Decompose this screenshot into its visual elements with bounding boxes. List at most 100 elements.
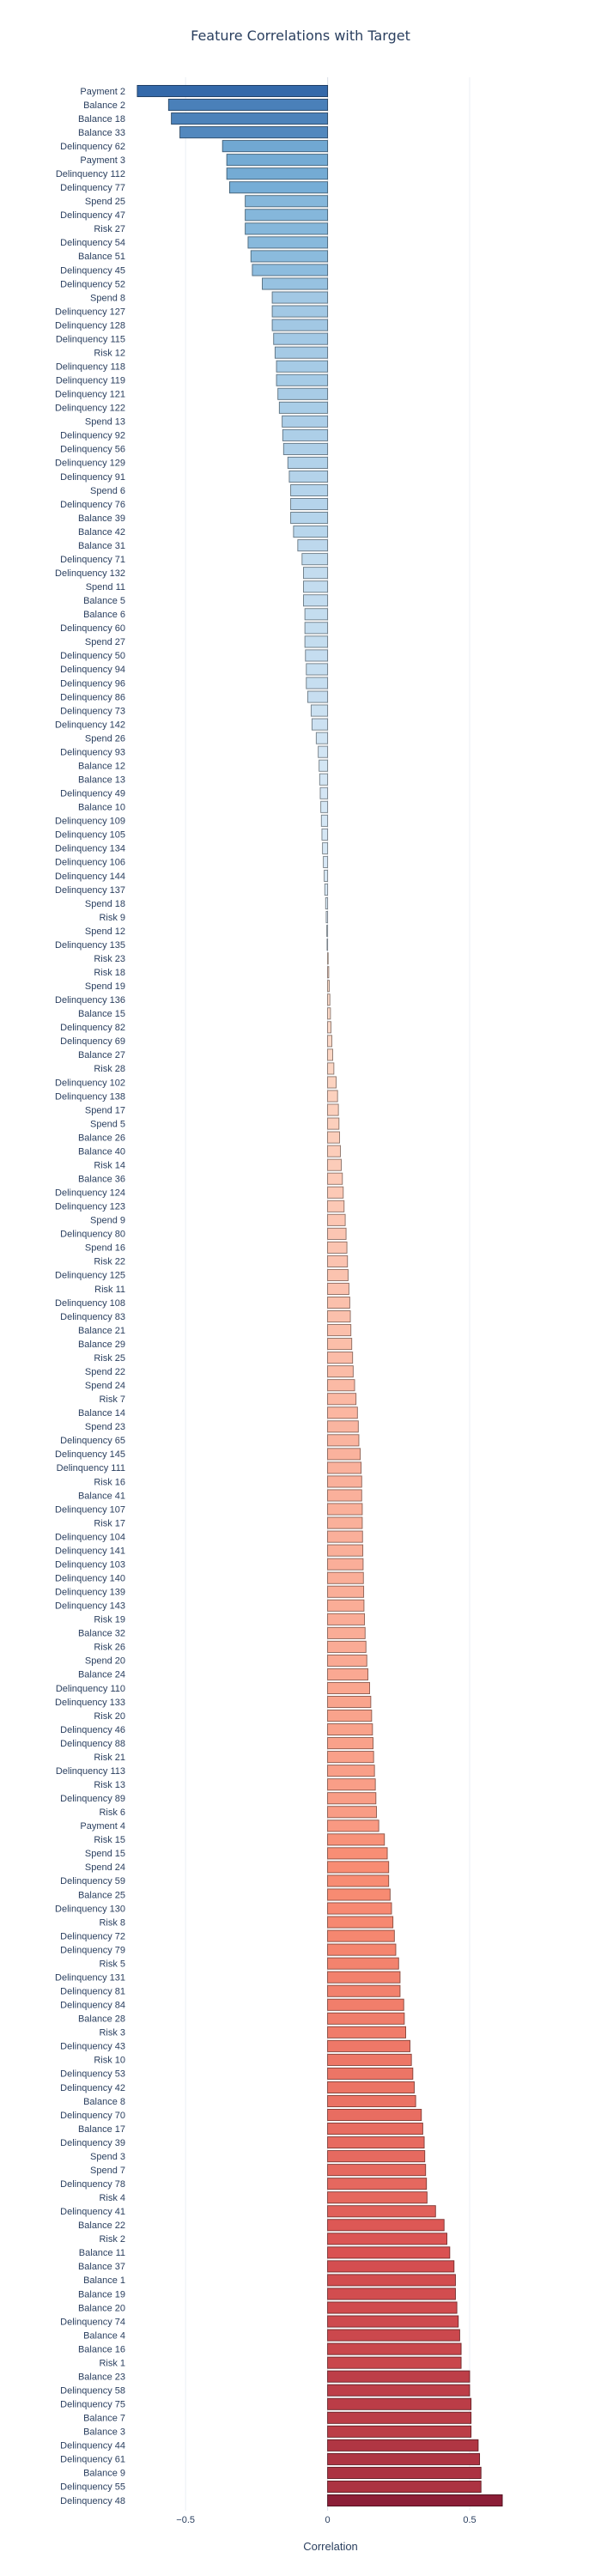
- bar: [277, 387, 329, 400]
- y-tick-label: Spend 27: [85, 637, 125, 647]
- bar: [327, 1076, 337, 1089]
- y-tick-label: Balance 7: [83, 2414, 125, 2424]
- bar: [327, 1695, 372, 1709]
- y-tick-label: Balance 8: [83, 2097, 125, 2107]
- y-tick-label: Delinquency 135: [55, 940, 125, 951]
- bar: [327, 2274, 456, 2287]
- y-tick-label: Balance 17: [78, 2124, 125, 2135]
- bar: [327, 1379, 355, 1392]
- bar: [327, 1737, 373, 1750]
- bar: [323, 855, 329, 868]
- bar: [327, 966, 330, 979]
- y-tick-label: Risk 3: [99, 2028, 125, 2038]
- y-tick-label: Spend 23: [85, 1422, 125, 1432]
- y-tick-label: Delinquency 132: [55, 568, 125, 579]
- bar: [327, 1090, 338, 1103]
- y-tick-label: Payment 4: [80, 1821, 125, 1832]
- y-tick-label: Delinquency 136: [55, 995, 125, 1005]
- bar: [319, 787, 329, 799]
- bar: [327, 1255, 349, 1267]
- bar: [327, 1957, 399, 1970]
- y-tick-label: Spend 19: [85, 981, 125, 992]
- y-tick-label: Delinquency 65: [60, 1436, 125, 1446]
- bar: [327, 2233, 447, 2245]
- y-tick-label: Balance 24: [78, 1670, 125, 1680]
- y-tick-label: Balance 23: [78, 2372, 125, 2382]
- y-tick-label: Delinquency 58: [60, 2386, 125, 2397]
- bar: [327, 1227, 347, 1240]
- bar: [315, 732, 329, 744]
- bar: [327, 1613, 366, 1625]
- y-tick-label: Delinquency 122: [55, 404, 125, 414]
- y-tick-label: Spend 8: [90, 293, 125, 303]
- bar: [327, 1516, 363, 1529]
- y-tick-label: Delinquency 93: [60, 747, 125, 757]
- y-tick-label: Delinquency 143: [55, 1601, 125, 1612]
- bar: [327, 1640, 367, 1653]
- y-tick-label: Risk 12: [94, 348, 125, 358]
- y-tick-label: Delinquency 50: [60, 651, 125, 661]
- x-tick-label: 0.5: [463, 2515, 476, 2525]
- y-tick-label: Delinquency 112: [56, 169, 125, 179]
- y-tick-label: Balance 14: [78, 1408, 125, 1419]
- bar: [327, 2081, 415, 2093]
- x-axis-tick-labels: −0.5 0 0.5: [176, 2515, 476, 2525]
- bar: [327, 1158, 342, 1171]
- bar: [327, 2439, 479, 2451]
- y-tick-label: Delinquency 121: [55, 390, 125, 400]
- bar: [327, 1998, 404, 2011]
- y-tick-label: Delinquency 123: [55, 1202, 125, 1212]
- y-tick-label: Spend 24: [85, 1862, 125, 1873]
- y-tick-label: Spend 24: [85, 1381, 125, 1391]
- bar: [327, 1544, 364, 1557]
- bar: [326, 939, 329, 951]
- y-tick-label: Spend 11: [86, 582, 125, 592]
- y-tick-label: Spend 5: [90, 1119, 125, 1129]
- y-tick-label: Balance 5: [83, 596, 125, 606]
- y-tick-label: Balance 11: [79, 2248, 125, 2258]
- y-tick-label: Spend 12: [85, 927, 125, 937]
- y-tick-label: Risk 17: [94, 1518, 125, 1528]
- y-tick-label: Delinquency 55: [60, 2482, 125, 2493]
- y-tick-label: Balance 41: [78, 1491, 125, 1501]
- y-tick-label: Risk 7: [99, 1394, 125, 1405]
- bar: [327, 2205, 436, 2218]
- bar: [327, 1792, 377, 1805]
- y-tick-label: Spend 22: [85, 1367, 125, 1377]
- y-tick-label: Spend 17: [85, 1105, 125, 1115]
- y-tick-label: Risk 14: [94, 1160, 125, 1170]
- bar: [327, 1599, 365, 1612]
- y-tick-label: Delinquency 62: [60, 142, 125, 152]
- bar: [327, 2109, 422, 2122]
- bar: [327, 1833, 385, 1846]
- bar: [327, 2411, 472, 2424]
- y-tick-label: Delinquency 106: [55, 858, 125, 868]
- bar: [327, 1888, 391, 1901]
- bar: [271, 305, 329, 318]
- y-tick-label: Spend 20: [85, 1656, 125, 1667]
- bar: [325, 897, 329, 910]
- y-tick-label: Delinquency 94: [60, 665, 125, 675]
- bar: [327, 1929, 395, 1942]
- y-tick-label: Delinquency 118: [56, 361, 125, 372]
- bar: [245, 195, 329, 208]
- bar: [327, 1916, 394, 1929]
- y-tick-label: Delinquency 103: [55, 1559, 125, 1570]
- bar: [327, 1048, 333, 1061]
- y-tick-label: Delinquency 139: [55, 1588, 125, 1598]
- bar: [304, 608, 329, 621]
- y-tick-label: Delinquency 105: [55, 830, 125, 841]
- bar: [327, 1200, 345, 1212]
- y-tick-label: Delinquency 84: [60, 2001, 125, 2011]
- bar: [321, 828, 329, 841]
- y-tick-label: Balance 18: [78, 114, 125, 125]
- bar: [327, 1117, 340, 1130]
- bar: [293, 526, 329, 538]
- bar: [290, 512, 329, 525]
- bar: [327, 1806, 377, 1819]
- bar: [327, 1710, 373, 1722]
- y-tick-label: Delinquency 69: [60, 1036, 125, 1047]
- y-tick-label: Delinquency 45: [60, 265, 125, 276]
- y-tick-label: Balance 25: [78, 1890, 125, 1900]
